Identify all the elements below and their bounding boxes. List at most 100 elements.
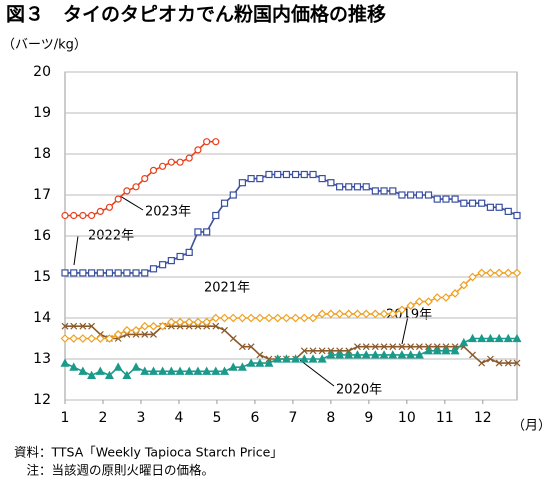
data-point (79, 322, 87, 330)
data-point (389, 343, 397, 351)
data-point (167, 317, 176, 327)
data-point (184, 366, 194, 375)
data-point (335, 309, 344, 319)
data-point (468, 272, 477, 282)
data-point (345, 183, 353, 191)
data-point (158, 321, 167, 331)
line (65, 140, 216, 217)
data-point (477, 268, 487, 278)
data-point (122, 325, 132, 335)
data-point (317, 354, 327, 363)
series (61, 138, 220, 220)
data-point (202, 366, 212, 375)
data-point (256, 175, 264, 183)
data-point (415, 191, 423, 199)
data-point (212, 211, 220, 220)
data-point (407, 191, 415, 199)
data-point (176, 252, 184, 261)
series (60, 333, 522, 379)
line (65, 173, 518, 274)
data-point (228, 362, 238, 371)
data-point (69, 362, 79, 371)
x-tick-label: 6 (250, 410, 259, 426)
data-point (95, 334, 105, 343)
leader-line (299, 359, 335, 387)
data-point (247, 343, 255, 351)
data-point (131, 325, 141, 335)
data-point (158, 366, 168, 375)
data-point (318, 347, 326, 355)
x-tick-label: 5 (212, 410, 221, 426)
data-point (246, 358, 256, 367)
data-point (167, 158, 175, 166)
data-point (450, 289, 460, 298)
data-point (185, 154, 193, 162)
data-point (380, 343, 388, 351)
data-point (202, 317, 212, 327)
data-point (229, 191, 237, 199)
data-point (398, 343, 406, 351)
data-point (176, 158, 184, 166)
data-point (203, 228, 211, 236)
data-point (105, 203, 114, 211)
data-point (150, 330, 157, 338)
data-point (478, 199, 486, 207)
data-point (113, 362, 123, 371)
data-point (104, 370, 114, 379)
data-point (486, 203, 495, 211)
data-point (60, 334, 70, 343)
data-point (273, 354, 283, 363)
chart-title: 図３ タイのタピオカでん粉国内価格の推移 (6, 3, 386, 26)
y-tick-label: 20 (33, 64, 51, 80)
data-point (352, 350, 362, 359)
data-point (361, 350, 371, 359)
data-point (238, 179, 246, 187)
data-point (140, 321, 150, 331)
data-point (123, 187, 131, 195)
data-point (281, 354, 291, 363)
y-tick-label: 18 (33, 146, 51, 162)
data-point (397, 350, 407, 359)
data-point (87, 334, 96, 343)
series-label: 2020年 (336, 383, 382, 398)
data-point (513, 211, 521, 220)
data-point (211, 366, 221, 375)
data-point (255, 313, 265, 323)
data-point (193, 317, 203, 327)
data-point (460, 199, 468, 207)
data-point (424, 191, 433, 199)
data-point (469, 351, 476, 359)
data-point (371, 187, 379, 195)
data-point (414, 350, 424, 359)
series-label: 2023年 (145, 205, 191, 220)
data-point (166, 366, 176, 375)
data-point (326, 350, 336, 359)
y-tick-label: 16 (33, 228, 51, 244)
data-point (361, 309, 371, 319)
x-tick-label: 4 (174, 410, 183, 426)
data-point (468, 199, 477, 207)
data-point (175, 366, 185, 375)
data-point (406, 301, 415, 311)
data-point (300, 347, 308, 355)
data-point (503, 268, 513, 278)
data-point (398, 191, 406, 199)
data-point (423, 346, 434, 355)
data-point (255, 358, 265, 367)
data-point (353, 309, 362, 319)
x-tick-label: 7 (288, 410, 297, 426)
y-axis-label: （バーツ/kg） (2, 38, 87, 53)
data-point (78, 366, 88, 375)
data-point (432, 293, 442, 302)
data-point (495, 359, 503, 367)
data-point (388, 350, 398, 359)
data-point (265, 170, 273, 179)
line (64, 337, 517, 377)
data-point (495, 203, 503, 211)
data-point (354, 343, 361, 351)
data-point (88, 322, 96, 330)
data-point (300, 170, 308, 179)
data-point (344, 309, 354, 319)
data-point (318, 175, 326, 183)
